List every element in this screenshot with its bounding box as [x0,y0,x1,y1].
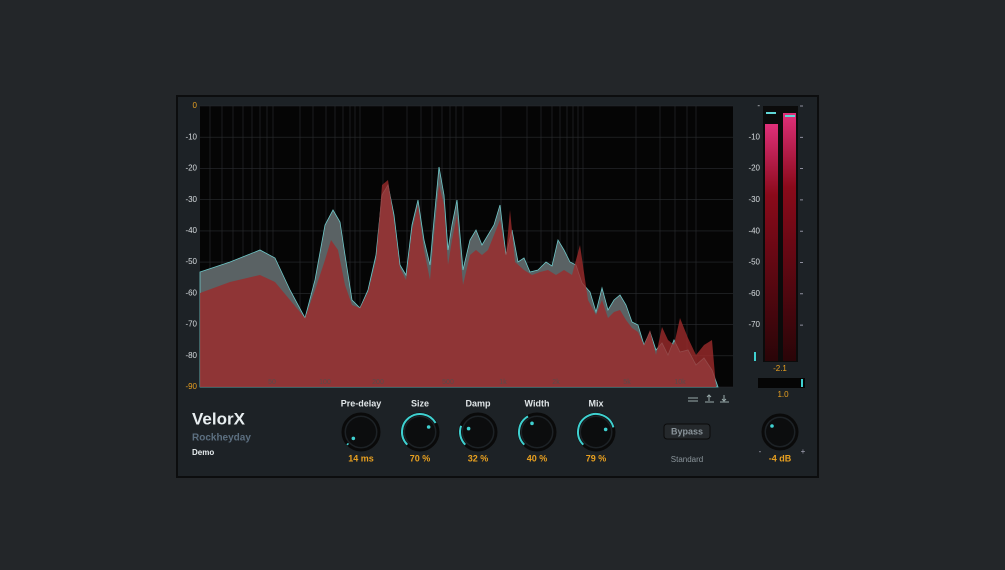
output-knob[interactable] [766,418,794,446]
clip-indicator [754,352,756,361]
knob[interactable] [463,417,493,447]
db-label: -30 [185,195,197,204]
meter-label: -40 [748,226,760,235]
freq-label: 5k [623,379,631,386]
upload-icon[interactable] [705,394,714,403]
slider-thumb [801,379,803,387]
freq-scale: 50 100 200 500 1k 2k 5k 10k [268,379,686,386]
knob[interactable] [581,417,611,447]
vendor: Rockheyday [192,433,251,444]
knob-value: 14 ms [348,453,374,463]
meter-label: -10 [748,132,760,141]
knob-indicator [603,427,608,432]
menu-icon[interactable] [688,397,698,402]
download-icon[interactable] [720,395,729,403]
knob-label: Size [411,398,429,408]
output-max: + [801,447,806,456]
output-ring [761,413,799,451]
meter-scale: - -10 -20 -30 -40 -50 -60 -70 [748,101,803,329]
freq-label: 500 [442,379,454,386]
knob-value: 40 % [527,453,548,463]
knob-label: Width [525,398,550,408]
meter-right [783,113,796,361]
knob-arc [577,413,615,446]
peak-hold [766,112,776,114]
freq-label: 2k [552,379,560,386]
knob[interactable] [346,417,376,447]
width-value: 1.0 [777,390,789,399]
meter-left [765,124,778,361]
freq-label: 200 [372,379,384,386]
output-value: -4 dB [769,453,792,463]
db-label: -80 [185,351,197,360]
freq-label: 100 [319,379,331,386]
bypass-mode[interactable]: Standard [671,455,703,464]
knob-arc [401,413,437,446]
knob[interactable] [522,417,552,447]
output-min: - [759,447,762,456]
meter-label: -60 [748,289,760,298]
knob-indicator [466,426,471,431]
knob-arc [346,442,349,446]
db-label: -20 [185,164,197,173]
edition: Demo [192,448,214,457]
db-scale: 0 -10 -20 -30 -40 -50 -60 -70 -80 -90 [185,101,197,391]
knob-indicator [351,436,356,441]
meter-label: -20 [748,164,760,173]
knobs: Pre-delay 14 ms Size 70 % Damp 32 % Width 40 % M… [341,398,616,463]
peak-hold [785,115,795,117]
bypass-label: Bypass [671,426,703,436]
db-label: -40 [185,226,197,235]
knob-label: Damp [465,398,491,408]
bypass-button[interactable] [663,423,711,440]
meter-label: -70 [748,320,760,329]
knob-ring [341,412,381,452]
db-label: -70 [185,320,197,329]
width-slider[interactable] [758,378,805,388]
freq-label: 50 [268,379,276,386]
brand-name: VelorX [192,409,246,428]
knob-value: 79 % [586,453,607,463]
peak-value: -2.1 [773,364,787,373]
meter-label: - [757,101,760,110]
knob-label: Mix [588,398,603,408]
knob-arc [459,425,467,446]
db-label: -60 [185,288,197,297]
db-label: -90 [185,382,197,391]
toolbar [688,394,729,403]
db-label: -10 [185,132,197,141]
meter-label: -50 [748,258,760,267]
freq-label: 1k [499,379,507,386]
freq-label: 10k [674,379,686,386]
spectrum-dry [200,180,716,387]
knob-arc [518,415,529,446]
knob-value: 70 % [410,453,431,463]
knob-indicator [530,421,534,426]
db-label: 0 [193,101,198,110]
knob-indicator [426,425,431,429]
db-label: -50 [185,257,197,266]
knob-label: Pre-delay [341,398,382,408]
knob-value: 32 % [468,453,489,463]
knob[interactable] [405,417,435,447]
meter-label: -30 [748,195,760,204]
knob-indicator [770,424,774,428]
